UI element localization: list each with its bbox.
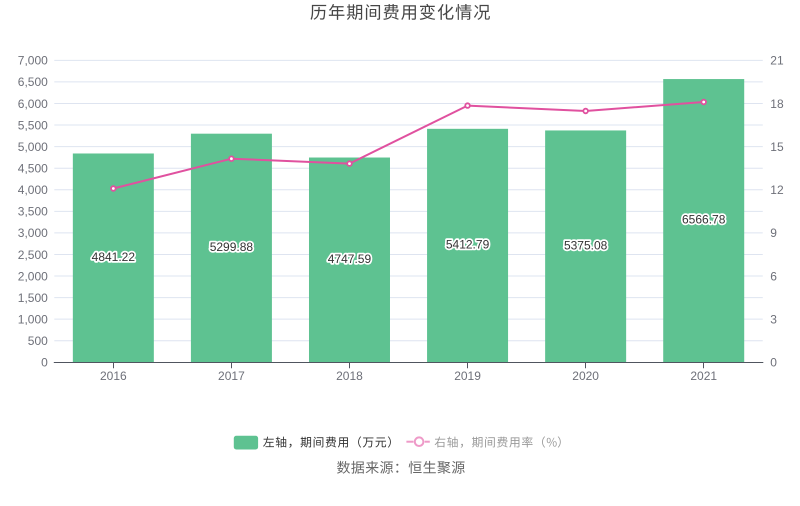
svg-text:1,000: 1,000 xyxy=(18,312,48,326)
svg-text:2020: 2020 xyxy=(572,369,599,383)
svg-text:500: 500 xyxy=(28,334,48,348)
svg-text:2016: 2016 xyxy=(100,369,127,383)
svg-text:5,500: 5,500 xyxy=(18,118,48,132)
svg-text:1,500: 1,500 xyxy=(18,291,48,305)
svg-text:6: 6 xyxy=(770,269,777,283)
svg-text:4747.59: 4747.59 xyxy=(328,252,372,266)
svg-text:4,000: 4,000 xyxy=(18,183,48,197)
svg-text:2021: 2021 xyxy=(690,369,717,383)
svg-text:0: 0 xyxy=(41,356,48,370)
svg-text:18: 18 xyxy=(770,97,784,111)
svg-text:2,500: 2,500 xyxy=(18,248,48,262)
svg-text:3: 3 xyxy=(770,312,777,326)
svg-text:2017: 2017 xyxy=(218,369,245,383)
svg-text:2019: 2019 xyxy=(454,369,481,383)
svg-text:6,000: 6,000 xyxy=(18,97,48,111)
svg-text:4841.22: 4841.22 xyxy=(92,250,136,264)
svg-text:6,500: 6,500 xyxy=(18,75,48,89)
svg-text:3,000: 3,000 xyxy=(18,226,48,240)
svg-text:9: 9 xyxy=(770,226,777,240)
svg-text:5,000: 5,000 xyxy=(18,140,48,154)
svg-text:3,500: 3,500 xyxy=(18,205,48,219)
svg-text:5375.08: 5375.08 xyxy=(564,238,608,252)
svg-text:15: 15 xyxy=(770,140,784,154)
svg-text:5412.79: 5412.79 xyxy=(446,238,490,252)
svg-text:12: 12 xyxy=(770,183,784,197)
svg-text:4,500: 4,500 xyxy=(18,162,48,176)
svg-text:21: 21 xyxy=(770,54,784,68)
svg-text:2018: 2018 xyxy=(336,369,363,383)
svg-text:7,000: 7,000 xyxy=(18,54,48,68)
svg-text:0: 0 xyxy=(770,356,777,370)
svg-text:2,000: 2,000 xyxy=(18,269,48,283)
svg-text:6566.78: 6566.78 xyxy=(682,213,726,227)
svg-text:5299.88: 5299.88 xyxy=(210,240,254,254)
